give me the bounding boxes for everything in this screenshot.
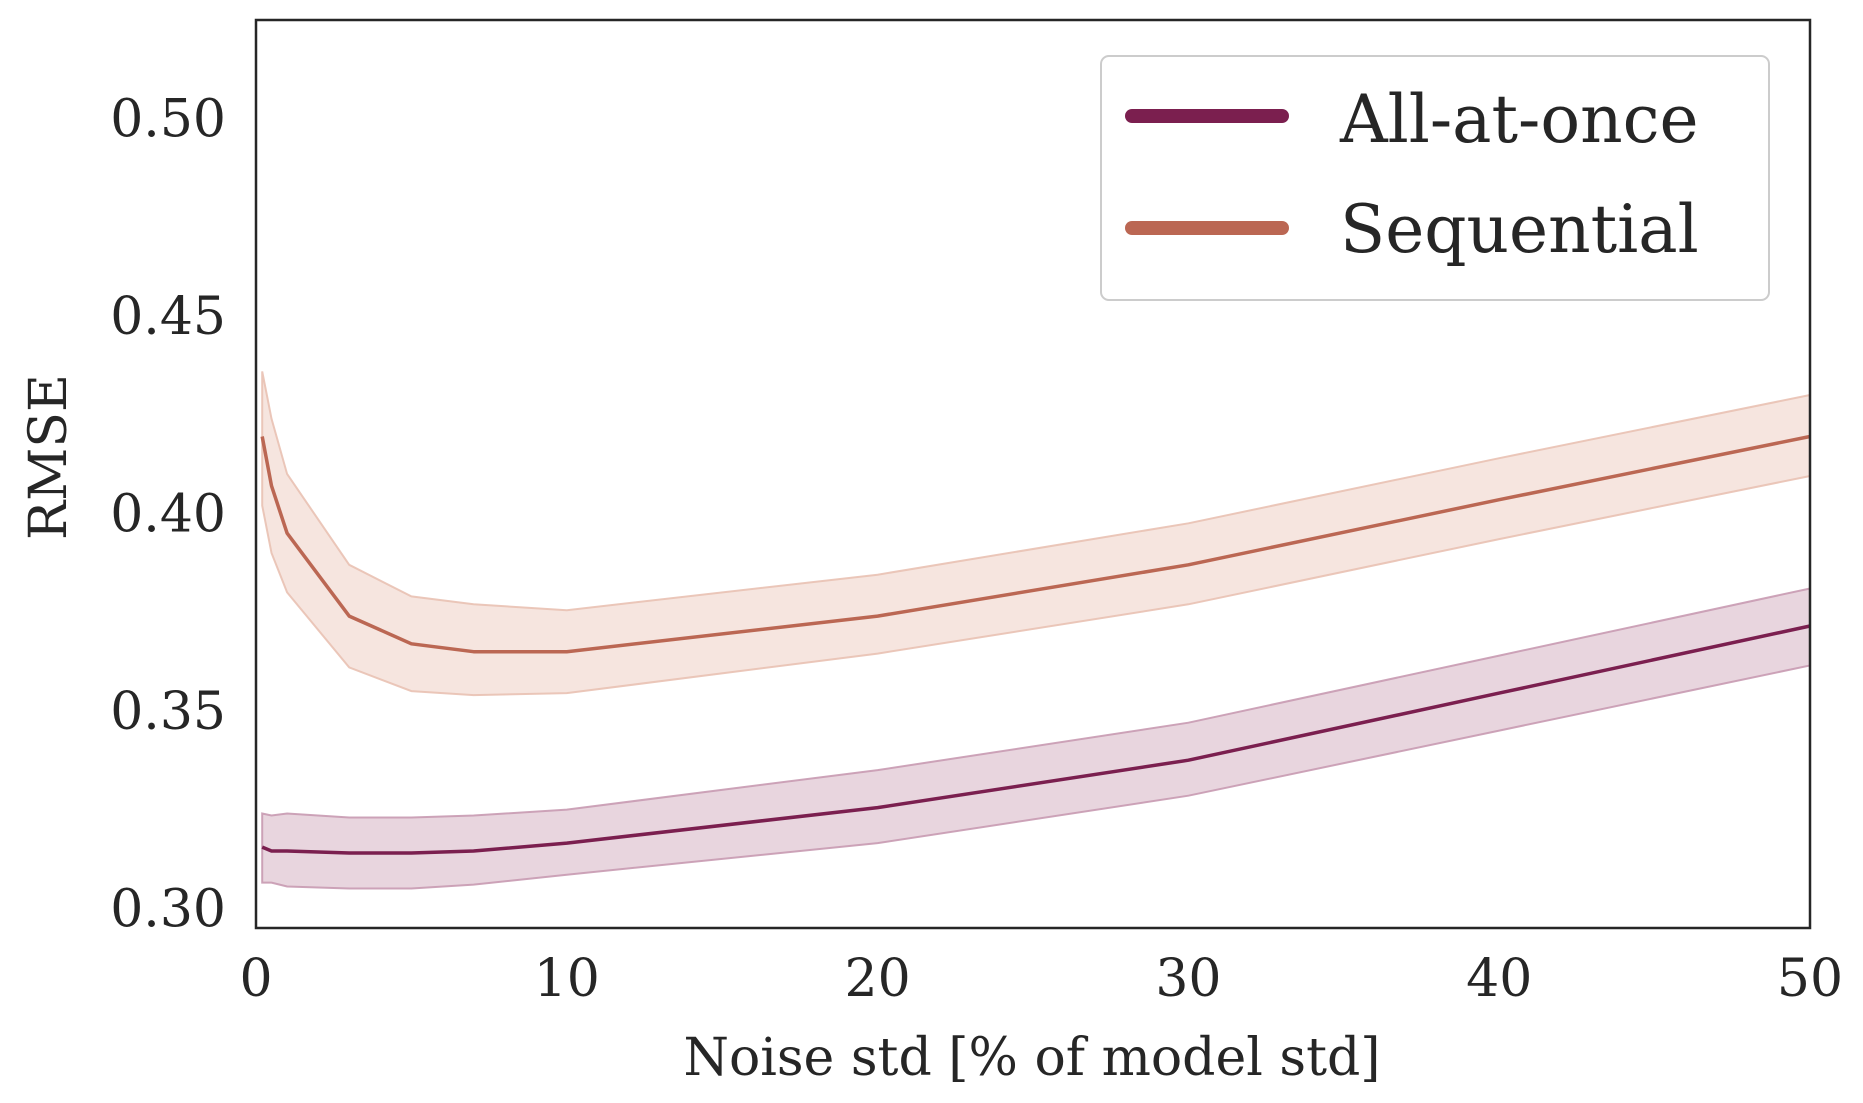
line-sequential <box>260 434 1811 654</box>
x-axis-ticks: 0 10 20 30 40 50 <box>239 949 1843 1009</box>
x-tick-label: 10 <box>534 949 600 1009</box>
x-tick-label: 30 <box>1155 949 1221 1009</box>
y-tick-label: 0.35 <box>110 682 226 742</box>
x-tick-label: 20 <box>845 949 911 1009</box>
series-lines <box>260 434 1811 855</box>
x-tick-label: 0 <box>239 949 272 1009</box>
plot-frame <box>254 18 1812 930</box>
y-tick-label: 0.30 <box>110 879 226 939</box>
y-tick-label: 0.40 <box>110 484 226 544</box>
legend-label-sequential: Sequential <box>1340 191 1699 268</box>
y-axis-label: RMSE <box>19 374 79 540</box>
legend-label-all-at-once: All-at-once <box>1339 81 1699 158</box>
y-tick-label: 0.45 <box>110 287 226 347</box>
x-tick-label: 50 <box>1777 949 1843 1009</box>
x-axis-label: Noise std [% of model std] <box>683 1028 1380 1088</box>
y-axis-ticks: 0.30 0.35 0.40 0.45 0.50 <box>110 90 226 940</box>
line-all-at-once <box>261 624 1811 855</box>
x-tick-label: 40 <box>1466 949 1532 1009</box>
legend: All-at-once Sequential <box>1100 55 1770 301</box>
y-tick-label: 0.50 <box>110 90 226 150</box>
